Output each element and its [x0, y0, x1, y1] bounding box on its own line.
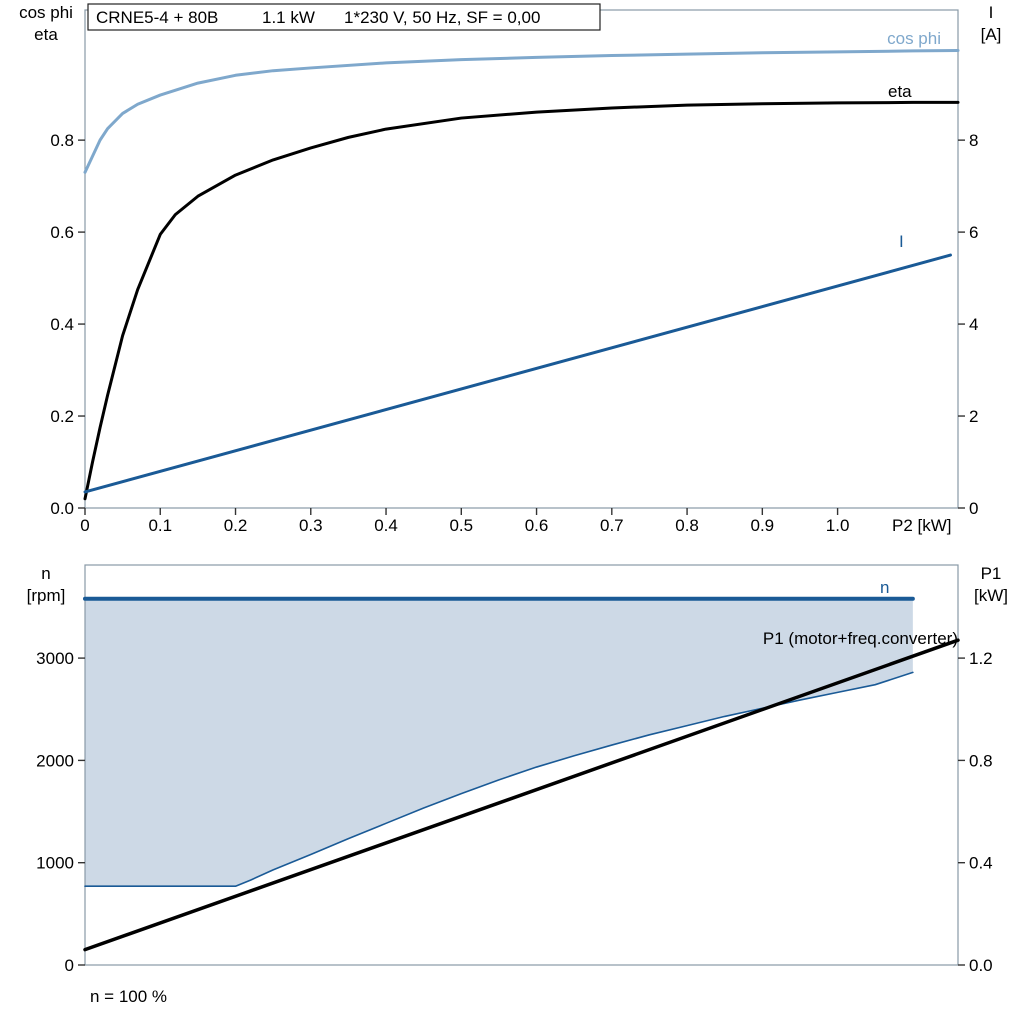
bottom-speed-range-fill — [85, 598, 913, 887]
y-left-tick-label: 0 — [65, 956, 74, 975]
top-x-axis-label: P2 [kW] — [892, 516, 952, 535]
x-tick-label: 0.6 — [525, 516, 549, 535]
series-p1-motor-freq-converter- — [83, 638, 960, 952]
x-tick-label: 0.4 — [374, 516, 398, 535]
speed-footnote: n = 100 % — [90, 987, 167, 1006]
y-right-tick-label: 1.2 — [969, 649, 993, 668]
x-tick-label: 0.5 — [449, 516, 473, 535]
top-plot-frame — [84, 9, 959, 509]
current-curve-label: I — [899, 232, 904, 251]
eta-curve-label: eta — [888, 82, 912, 101]
top-left-axis-title-line1: cos phi — [19, 3, 73, 22]
top-axis-ticks: 0.0 0.2 0.4 0.6 0.8 0 2 4 6 8 0 0.1 0.2 0.3 0.4 0.5 0.6 0… — [50, 131, 978, 535]
y-right-tick-label: 0.8 — [969, 751, 993, 770]
x-tick-label: 0.1 — [148, 516, 172, 535]
title-box-border — [87, 3, 601, 31]
bottom-left-axis-title-line2: [rpm] — [27, 586, 66, 605]
x-tick-label: 0.8 — [675, 516, 699, 535]
bottom-axis-ticks: 0 1000 2000 3000 0.0 0.4 0.8 1.2 — [36, 649, 992, 975]
y-right-tick-label: 0 — [969, 499, 978, 518]
bottom-plot-frame — [84, 564, 959, 966]
title-power: 1.1 kW — [262, 8, 315, 27]
x-tick-label: 0.7 — [600, 516, 624, 535]
bottom-chart-layer: 0 1000 2000 3000 0.0 0.4 0.8 1.2 — [36, 564, 993, 975]
series-i — [83, 253, 952, 494]
y-left-tick-label: 0.6 — [50, 223, 74, 242]
y-right-tick-label: 4 — [969, 315, 978, 334]
bottom-right-axis-title-line2: [kW] — [974, 586, 1008, 605]
y-right-tick-label: 6 — [969, 223, 978, 242]
bottom-right-axis-title-line1: P1 — [981, 564, 1002, 583]
n-curve-label: n — [880, 578, 889, 597]
title-supply: 1*230 V, 50 Hz, SF = 0,00 — [344, 8, 540, 27]
top-chart-layer: 0.0 0.2 0.4 0.6 0.8 0 2 4 6 8 0 0.1 0.2 0.3 0.4 0.5 0.6 0… — [50, 9, 978, 535]
x-tick-label: 0.2 — [224, 516, 248, 535]
y-right-tick-label: 0.0 — [969, 956, 993, 975]
y-left-tick-label: 3000 — [36, 649, 74, 668]
title-model: CRNE5-4 + 80B — [96, 8, 218, 27]
y-right-tick-label: 0.4 — [969, 854, 993, 873]
top-right-axis-title-line2: [A] — [981, 25, 1002, 44]
top-right-axis-title-line1: I — [989, 3, 994, 22]
x-tick-label: 0.3 — [299, 516, 323, 535]
p1-curve-label: P1 (motor+freq.converter) — [763, 629, 958, 648]
x-tick-label: 0 — [80, 516, 89, 535]
y-left-tick-label: 0.8 — [50, 131, 74, 150]
series-eta — [83, 100, 960, 501]
series-cos-phi — [83, 48, 960, 174]
y-left-tick-label: 0.0 — [50, 499, 74, 518]
y-right-tick-label: 8 — [969, 131, 978, 150]
x-tick-label: 0.9 — [751, 516, 775, 535]
top-left-axis-title-line2: eta — [34, 25, 58, 44]
y-right-tick-label: 2 — [969, 407, 978, 426]
y-left-tick-label: 0.4 — [50, 315, 74, 334]
chart-title-box: CRNE5-4 + 80B 1.1 kW 1*230 V, 50 Hz, SF … — [87, 3, 601, 31]
y-left-tick-label: 1000 — [36, 854, 74, 873]
x-tick-label: 1.0 — [826, 516, 850, 535]
cos-phi-curve-label: cos phi — [887, 29, 941, 48]
y-left-tick-label: 2000 — [36, 751, 74, 770]
y-left-tick-label: 0.2 — [50, 407, 74, 426]
bottom-left-axis-title-line1: n — [41, 564, 50, 583]
series-speed-range-min — [84, 671, 914, 888]
